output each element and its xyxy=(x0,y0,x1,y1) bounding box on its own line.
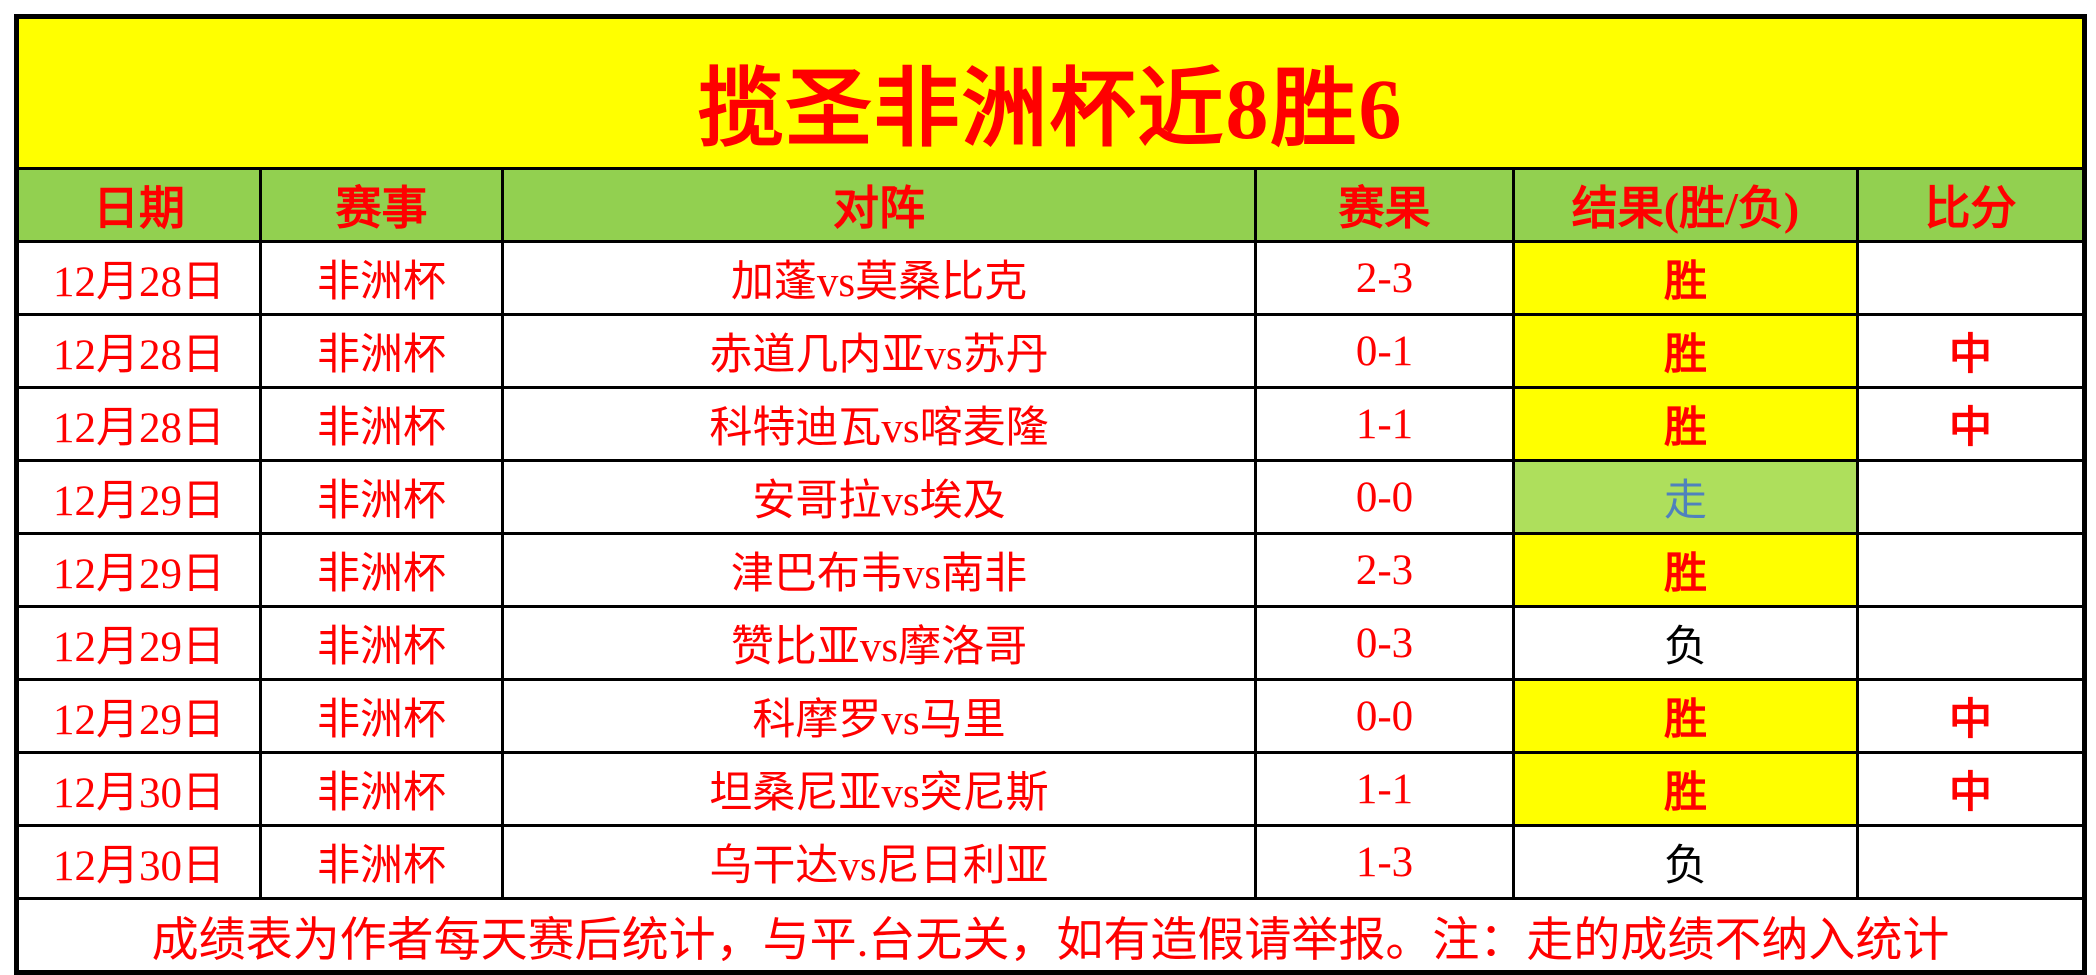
footer-note: 成绩表为作者每天赛后统计，与平.台无关，如有造假请举报。注：走的成绩不纳入统计 xyxy=(15,897,2086,974)
col-header-event: 赛事 xyxy=(259,167,504,243)
result-cell: 胜 xyxy=(1512,532,1859,608)
table-row: 12月29日 非洲杯 津巴布韦vs南非 2-3 胜 xyxy=(15,532,2086,608)
event-cell: 非洲杯 xyxy=(259,532,504,608)
result-cell: 负 xyxy=(1512,824,1859,900)
footer-row: 成绩表为作者每天赛后统计，与平.台无关，如有造假请举报。注：走的成绩不纳入统计 xyxy=(15,897,2086,974)
event-cell: 非洲杯 xyxy=(259,751,504,827)
hit-cell xyxy=(1856,532,2086,608)
header-row: 日期 赛事 对阵 赛果 结果(胜/负) 比分 xyxy=(15,167,2086,243)
score-cell: 2-3 xyxy=(1254,532,1515,608)
table-row: 12月30日 非洲杯 坦桑尼亚vs突尼斯 1-1 胜 中 xyxy=(15,751,2086,827)
result-cell: 胜 xyxy=(1512,313,1859,389)
date-cell: 12月30日 xyxy=(15,751,262,827)
match-cell: 乌干达vs尼日利亚 xyxy=(501,824,1257,900)
score-cell: 1-1 xyxy=(1254,751,1515,827)
date-cell: 12月28日 xyxy=(15,386,262,462)
col-header-score: 赛果 xyxy=(1254,167,1515,243)
date-cell: 12月30日 xyxy=(15,824,262,900)
match-cell: 赞比亚vs摩洛哥 xyxy=(501,605,1257,681)
table-row: 12月28日 非洲杯 加蓬vs莫桑比克 2-3 胜 xyxy=(15,240,2086,316)
date-cell: 12月28日 xyxy=(15,240,262,316)
result-cell: 走 xyxy=(1512,459,1859,535)
col-header-result: 结果(胜/负) xyxy=(1512,167,1859,243)
score-cell: 2-3 xyxy=(1254,240,1515,316)
event-cell: 非洲杯 xyxy=(259,824,504,900)
hit-cell: 中 xyxy=(1856,678,2086,754)
result-cell: 胜 xyxy=(1512,240,1859,316)
match-cell: 安哥拉vs埃及 xyxy=(501,459,1257,535)
date-cell: 12月29日 xyxy=(15,532,262,608)
event-cell: 非洲杯 xyxy=(259,240,504,316)
event-cell: 非洲杯 xyxy=(259,605,504,681)
result-cell: 负 xyxy=(1512,605,1859,681)
date-cell: 12月28日 xyxy=(15,313,262,389)
col-header-hit: 比分 xyxy=(1856,167,2086,243)
table-row: 12月29日 非洲杯 科摩罗vs马里 0-0 胜 中 xyxy=(15,678,2086,754)
score-cell: 0-3 xyxy=(1254,605,1515,681)
match-cell: 津巴布韦vs南非 xyxy=(501,532,1257,608)
match-cell: 赤道几内亚vs苏丹 xyxy=(501,313,1257,389)
event-cell: 非洲杯 xyxy=(259,678,504,754)
hit-cell: 中 xyxy=(1856,386,2086,462)
match-cell: 科特迪瓦vs喀麦隆 xyxy=(501,386,1257,462)
score-cell: 0-1 xyxy=(1254,313,1515,389)
col-header-date: 日期 xyxy=(15,167,262,243)
score-cell: 1-1 xyxy=(1254,386,1515,462)
result-cell: 胜 xyxy=(1512,751,1859,827)
score-cell: 0-0 xyxy=(1254,459,1515,535)
date-cell: 12月29日 xyxy=(15,678,262,754)
match-cell: 加蓬vs莫桑比克 xyxy=(501,240,1257,316)
table-row: 12月29日 非洲杯 赞比亚vs摩洛哥 0-3 负 xyxy=(15,605,2086,681)
title-row: 揽圣非洲杯近8胜6 xyxy=(15,15,2086,170)
hit-cell xyxy=(1856,824,2086,900)
results-table: 揽圣非洲杯近8胜6 日期 赛事 对阵 赛果 结果(胜/负) 比分 12月28日 … xyxy=(14,14,2087,975)
event-cell: 非洲杯 xyxy=(259,459,504,535)
result-cell: 胜 xyxy=(1512,386,1859,462)
hit-cell xyxy=(1856,605,2086,681)
result-cell: 胜 xyxy=(1512,678,1859,754)
hit-cell: 中 xyxy=(1856,751,2086,827)
table-row: 12月28日 非洲杯 科特迪瓦vs喀麦隆 1-1 胜 中 xyxy=(15,386,2086,462)
hit-cell xyxy=(1856,240,2086,316)
results-table-image: 揽圣非洲杯近8胜6 日期 赛事 对阵 赛果 结果(胜/负) 比分 12月28日 … xyxy=(14,14,2087,975)
match-cell: 坦桑尼亚vs突尼斯 xyxy=(501,751,1257,827)
event-cell: 非洲杯 xyxy=(259,313,504,389)
table-row: 12月30日 非洲杯 乌干达vs尼日利亚 1-3 负 xyxy=(15,824,2086,900)
score-cell: 0-0 xyxy=(1254,678,1515,754)
score-cell: 1-3 xyxy=(1254,824,1515,900)
match-cell: 科摩罗vs马里 xyxy=(501,678,1257,754)
table-row: 12月28日 非洲杯 赤道几内亚vs苏丹 0-1 胜 中 xyxy=(15,313,2086,389)
col-header-match: 对阵 xyxy=(501,167,1257,243)
hit-cell xyxy=(1856,459,2086,535)
date-cell: 12月29日 xyxy=(15,605,262,681)
table-row: 12月29日 非洲杯 安哥拉vs埃及 0-0 走 xyxy=(15,459,2086,535)
date-cell: 12月29日 xyxy=(15,459,262,535)
hit-cell: 中 xyxy=(1856,313,2086,389)
event-cell: 非洲杯 xyxy=(259,386,504,462)
page-title: 揽圣非洲杯近8胜6 xyxy=(15,15,2086,170)
